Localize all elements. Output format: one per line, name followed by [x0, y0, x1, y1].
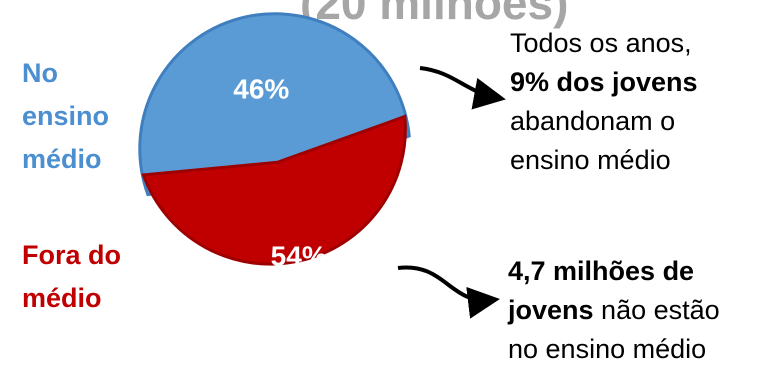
pie-slice-2	[141, 114, 407, 266]
legend-line: Fora do	[22, 240, 121, 270]
pie-slice-label-1: 54%	[271, 241, 327, 272]
annotation-line: no ensino médio	[508, 334, 707, 364]
annotation-arrow-bottom	[397, 265, 500, 319]
chart-title: (20 milhões)	[300, 0, 569, 29]
annotation-text: não estão	[593, 295, 720, 325]
pie-slice-label-2: 46%	[233, 74, 289, 105]
annotation-bold: jovens	[508, 295, 594, 325]
legend-line: médio	[22, 144, 102, 174]
legend-entry-out-of-school: Fora do médio	[22, 234, 121, 320]
legend-entry-in-school: No ensino médio	[22, 52, 109, 181]
annotation-bold: 9% dos jovens	[510, 67, 698, 97]
legend-line: médio	[22, 283, 102, 313]
pie-slices	[138, 12, 411, 266]
annotation-line: ensino médio	[510, 145, 671, 175]
legend-line: No	[22, 58, 58, 88]
legend-line: ensino	[22, 101, 110, 131]
annotation-bold: 4,7 milhões de	[508, 256, 695, 286]
annotation-line: 9% dos jovens	[510, 63, 698, 102]
annotation-arrow-top	[419, 66, 506, 110]
annotation-out-of-school: 4,7 milhões de jovens não estão no ensin…	[508, 252, 720, 369]
pie-slice-labels: 54% 46%	[233, 74, 327, 272]
annotation-line: 4,7 milhões de	[508, 252, 720, 291]
annotation-line: abandonam o	[510, 106, 676, 136]
annotation-dropout: Todos os anos, 9% dos jovens abandonam o…	[510, 24, 698, 180]
annotation-line: jovens não estão	[508, 291, 720, 330]
annotation-line: Todos os anos,	[510, 28, 692, 58]
